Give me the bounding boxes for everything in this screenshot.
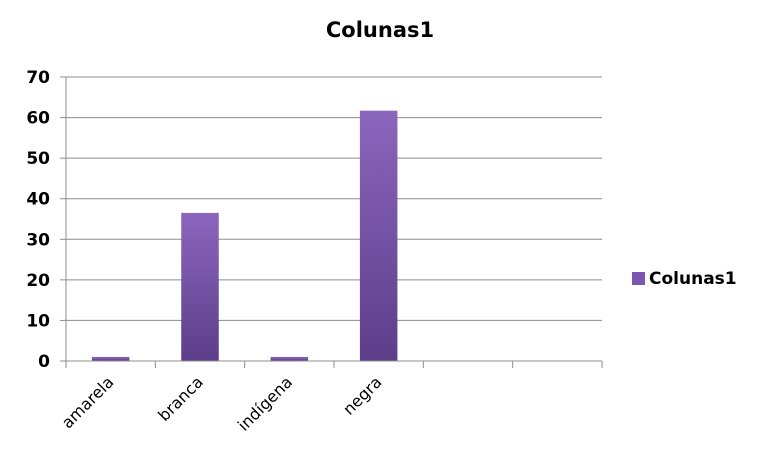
- legend: Colunas1: [632, 269, 737, 289]
- bar-indígena: [270, 356, 309, 361]
- x-tick-label-negra: negra: [339, 372, 385, 418]
- y-tick-label-60: 60: [26, 109, 50, 129]
- x-axis: [65, 77, 603, 368]
- y-tick-label-0: 0: [38, 352, 50, 372]
- y-tick-label-40: 40: [26, 190, 50, 210]
- y-tick-label-10: 10: [26, 311, 50, 331]
- x-tick-label-amarela: amarela: [58, 372, 118, 432]
- y-axis-ticks: 0 10 20 30 40 50 60 70: [26, 68, 66, 372]
- x-axis-ticks: amarela branca indígena negra: [58, 372, 386, 434]
- y-tick-label-50: 50: [26, 149, 50, 169]
- bar-negra: [359, 110, 398, 361]
- legend-swatch: [632, 272, 645, 285]
- bar-amarela: [91, 356, 130, 361]
- bars: [91, 110, 398, 361]
- bar-branca: [181, 212, 219, 361]
- y-tick-label-70: 70: [26, 68, 50, 88]
- chart-title: Colunas1: [326, 18, 434, 42]
- y-tick-label-20: 20: [26, 271, 50, 291]
- y-tick-label-30: 30: [26, 230, 50, 250]
- legend-label: Colunas1: [649, 269, 737, 289]
- x-tick-label-branca: branca: [154, 372, 207, 425]
- gridlines: [66, 76, 602, 321]
- x-tick-label-indígena: indígena: [234, 372, 296, 434]
